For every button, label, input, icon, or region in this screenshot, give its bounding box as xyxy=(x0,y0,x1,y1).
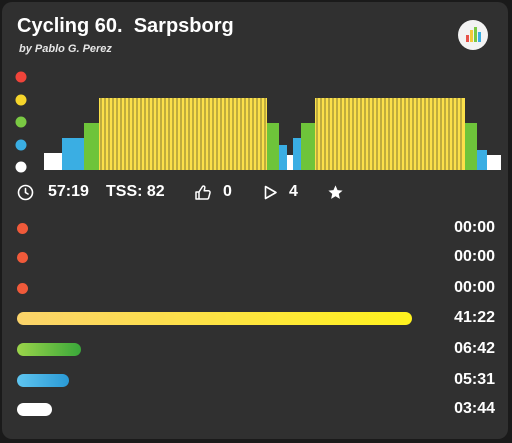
clock-icon xyxy=(17,184,34,201)
workout-title: Cycling 60. Sarpsborg xyxy=(17,15,234,37)
profile-segment xyxy=(315,98,465,170)
profile-segment xyxy=(84,123,99,170)
likes-count: 0 xyxy=(223,183,232,200)
zone-time-bar xyxy=(17,312,412,325)
zone-time: 41:22 xyxy=(454,309,495,326)
zone-time: 00:00 xyxy=(454,248,495,265)
profile-segment xyxy=(477,150,487,170)
star-icon[interactable] xyxy=(327,184,344,201)
profile-segment xyxy=(287,155,293,170)
zone-time: 00:00 xyxy=(454,279,495,296)
zone-row: 00:00 xyxy=(0,247,512,267)
zone-row: 05:31 xyxy=(0,370,512,390)
app-logo-icon xyxy=(458,20,488,50)
legend-dot-zone-3 xyxy=(15,116,27,128)
zone-row: 00:00 xyxy=(0,278,512,298)
profile-segment xyxy=(44,153,62,170)
profile-segment xyxy=(465,123,477,170)
zone-empty-dot xyxy=(17,223,28,234)
zone-time: 03:44 xyxy=(454,400,495,417)
zone-time: 00:00 xyxy=(454,219,495,236)
legend-dot-zone-4 xyxy=(15,94,27,106)
zone-empty-dot xyxy=(17,252,28,263)
profile-segment xyxy=(293,138,301,170)
profile-segment xyxy=(99,98,147,170)
duration-value: 57:19 xyxy=(48,183,89,200)
zone-row: 06:42 xyxy=(0,339,512,359)
zone-time-bar xyxy=(17,403,53,416)
zone-empty-dot xyxy=(17,283,28,294)
profile-segment xyxy=(279,145,287,170)
zone-time-bar xyxy=(17,374,70,387)
profile-segment xyxy=(147,98,267,170)
zone-time: 05:31 xyxy=(454,371,495,388)
legend-dot-zone-5 xyxy=(15,71,27,83)
play-icon[interactable] xyxy=(262,184,279,201)
zone-row: 03:44 xyxy=(0,399,512,419)
zone-time: 06:42 xyxy=(454,340,495,357)
tss-value: TSS: 82 xyxy=(106,183,165,200)
legend-dot-zone-1 xyxy=(15,161,27,173)
workout-profile-chart xyxy=(15,71,501,173)
workout-stats: 57:19 TSS: 82 0 4 xyxy=(0,180,512,206)
profile-segment xyxy=(301,123,315,170)
zone-row: 41:22 xyxy=(0,308,512,328)
legend-dot-zone-2 xyxy=(15,139,27,151)
profile-segment xyxy=(267,123,279,170)
profile-segment xyxy=(62,138,84,170)
workout-author: by Pablo G. Perez xyxy=(19,43,112,55)
plays-count: 4 xyxy=(289,183,298,200)
workout-card[interactable]: Cycling 60. Sarpsborg by Pablo G. Perez xyxy=(2,2,508,439)
thumbs-up-icon[interactable] xyxy=(194,184,212,201)
zone-time-bar xyxy=(17,343,82,356)
zone-row: 00:00 xyxy=(0,218,512,238)
profile-segment xyxy=(487,155,501,170)
